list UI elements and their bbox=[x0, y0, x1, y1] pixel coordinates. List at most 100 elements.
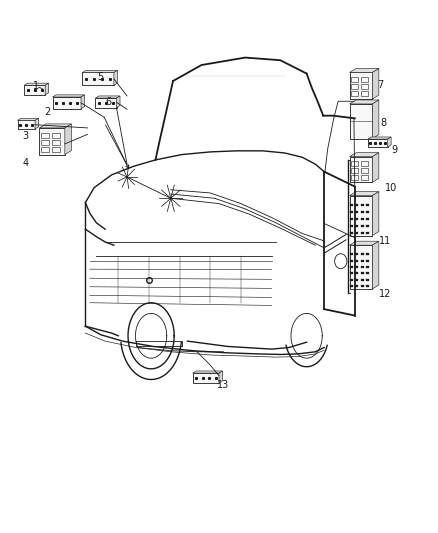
Bar bbox=[350, 157, 372, 182]
Bar bbox=[367, 225, 369, 227]
Polygon shape bbox=[372, 152, 379, 182]
Bar bbox=[356, 260, 358, 262]
Bar bbox=[356, 232, 358, 234]
Text: 12: 12 bbox=[379, 289, 392, 299]
Bar bbox=[368, 139, 388, 147]
Bar bbox=[367, 260, 369, 262]
Bar bbox=[193, 373, 219, 383]
Bar bbox=[356, 218, 358, 220]
Bar bbox=[361, 175, 368, 180]
Bar bbox=[351, 92, 358, 96]
Text: 11: 11 bbox=[379, 236, 392, 246]
Bar bbox=[24, 85, 45, 95]
Bar bbox=[367, 232, 369, 234]
Bar bbox=[41, 140, 49, 145]
Bar bbox=[351, 175, 358, 180]
Polygon shape bbox=[24, 83, 49, 85]
Bar bbox=[356, 225, 358, 227]
Bar bbox=[367, 285, 369, 287]
Bar bbox=[361, 204, 364, 206]
Polygon shape bbox=[372, 69, 379, 99]
Polygon shape bbox=[372, 100, 379, 139]
Bar bbox=[350, 266, 353, 268]
Polygon shape bbox=[45, 83, 49, 95]
Polygon shape bbox=[82, 70, 117, 72]
Bar bbox=[356, 266, 358, 268]
Text: 5: 5 bbox=[98, 72, 104, 82]
Bar bbox=[350, 232, 353, 234]
Bar bbox=[351, 84, 358, 90]
Bar bbox=[367, 253, 369, 255]
Bar bbox=[361, 279, 364, 281]
Bar bbox=[350, 279, 353, 281]
Polygon shape bbox=[193, 371, 223, 373]
Text: 13: 13 bbox=[217, 380, 230, 390]
Polygon shape bbox=[372, 192, 379, 236]
Bar bbox=[356, 204, 358, 206]
Text: 10: 10 bbox=[385, 183, 397, 192]
Text: 3: 3 bbox=[22, 131, 28, 141]
Bar bbox=[361, 272, 364, 274]
Bar bbox=[361, 161, 368, 166]
Bar bbox=[350, 104, 372, 139]
Bar bbox=[18, 120, 35, 129]
Bar bbox=[95, 98, 117, 108]
Bar bbox=[41, 133, 49, 138]
Polygon shape bbox=[65, 124, 71, 155]
Text: 1: 1 bbox=[33, 82, 39, 91]
Polygon shape bbox=[95, 96, 120, 98]
Polygon shape bbox=[350, 69, 379, 72]
Bar bbox=[53, 97, 81, 109]
Bar bbox=[350, 260, 353, 262]
Polygon shape bbox=[350, 152, 379, 157]
Bar bbox=[367, 204, 369, 206]
Text: 9: 9 bbox=[391, 146, 397, 155]
Bar bbox=[351, 77, 358, 82]
Bar bbox=[350, 253, 353, 255]
Bar bbox=[39, 128, 65, 155]
Polygon shape bbox=[81, 95, 85, 109]
Bar bbox=[350, 285, 353, 287]
Bar bbox=[361, 266, 364, 268]
Bar bbox=[350, 204, 353, 206]
Bar bbox=[361, 168, 368, 173]
Text: 4: 4 bbox=[22, 158, 28, 167]
Polygon shape bbox=[219, 371, 223, 383]
Polygon shape bbox=[35, 118, 39, 129]
Bar bbox=[356, 253, 358, 255]
Bar bbox=[367, 211, 369, 213]
Bar bbox=[367, 218, 369, 220]
Bar bbox=[361, 232, 364, 234]
Polygon shape bbox=[53, 95, 85, 97]
Bar bbox=[361, 84, 368, 90]
Bar bbox=[361, 285, 364, 287]
Text: 7: 7 bbox=[377, 80, 383, 90]
Bar bbox=[361, 92, 368, 96]
Bar bbox=[52, 140, 60, 145]
Bar bbox=[350, 72, 372, 99]
Bar bbox=[41, 147, 49, 152]
Bar bbox=[367, 279, 369, 281]
Polygon shape bbox=[372, 241, 379, 289]
Bar bbox=[361, 260, 364, 262]
Bar bbox=[351, 168, 358, 173]
Bar bbox=[52, 133, 60, 138]
Bar bbox=[350, 218, 353, 220]
Bar bbox=[356, 285, 358, 287]
Bar bbox=[356, 211, 358, 213]
Bar bbox=[361, 225, 364, 227]
Text: 8: 8 bbox=[380, 118, 386, 127]
Bar bbox=[350, 245, 372, 289]
Polygon shape bbox=[388, 137, 391, 147]
Text: 6: 6 bbox=[106, 98, 112, 107]
Bar bbox=[52, 147, 60, 152]
Bar bbox=[356, 272, 358, 274]
Polygon shape bbox=[117, 96, 120, 108]
Bar bbox=[351, 161, 358, 166]
Bar bbox=[356, 279, 358, 281]
Polygon shape bbox=[350, 100, 379, 104]
Bar bbox=[361, 218, 364, 220]
Text: 2: 2 bbox=[44, 107, 50, 117]
Bar bbox=[350, 196, 372, 236]
Polygon shape bbox=[350, 241, 379, 245]
